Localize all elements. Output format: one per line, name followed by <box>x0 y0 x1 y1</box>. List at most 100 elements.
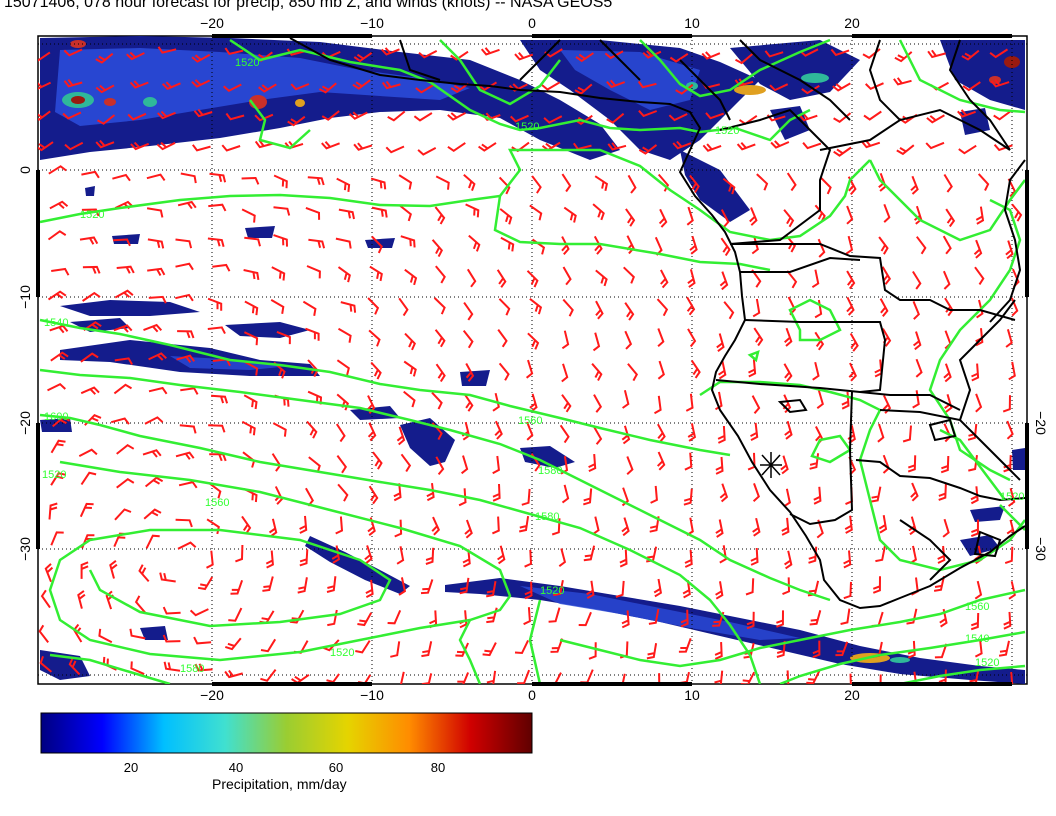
wind-barb <box>114 508 132 521</box>
wind-barb <box>906 608 918 625</box>
wind-barb <box>517 669 531 684</box>
wind-barb <box>337 327 352 343</box>
wind-barb <box>801 84 820 95</box>
wind-barb <box>498 298 511 316</box>
contour-1560 <box>39 368 831 602</box>
wind-barb <box>786 270 798 289</box>
wind-barb <box>157 46 177 54</box>
wind-barb <box>297 577 308 594</box>
wind-barb <box>637 80 657 89</box>
wind-barb <box>321 141 340 150</box>
wind-barb <box>113 324 133 333</box>
wind-barb <box>752 483 760 502</box>
wind-barb <box>116 265 135 274</box>
wind-barb <box>973 239 983 259</box>
wind-barb <box>38 110 51 121</box>
contour-label: 1520 <box>80 209 104 221</box>
wind-barb <box>458 488 467 507</box>
wind-barb <box>393 483 402 502</box>
wind-barb <box>715 519 724 538</box>
wind-barb <box>575 52 594 63</box>
lon-tick: 20 <box>844 15 860 31</box>
wind-barb <box>244 236 261 247</box>
wind-barb <box>337 266 351 283</box>
wind-barb <box>450 82 469 94</box>
wind-barb <box>926 114 945 124</box>
wind-barb <box>786 172 797 192</box>
wind-barb <box>1008 361 1016 381</box>
wind-barb <box>348 111 368 120</box>
wind-barb <box>925 141 945 150</box>
wind-barb <box>751 395 761 414</box>
wind-barb <box>207 297 223 311</box>
wind-barb <box>974 266 985 285</box>
wind-barb <box>586 580 595 599</box>
wind-barb <box>653 578 663 598</box>
wind-barb <box>714 642 723 660</box>
wind-barb <box>619 549 628 568</box>
wind-barb <box>720 237 731 257</box>
wind-barb <box>79 236 99 245</box>
wind-barb <box>878 236 889 255</box>
lat-ticks-right: −20 −30 <box>1033 411 1049 561</box>
wind-barb <box>689 174 700 194</box>
wind-barb <box>49 324 69 334</box>
wind-barb <box>910 175 919 195</box>
wind-barb <box>912 331 922 351</box>
wind-barb <box>844 515 853 534</box>
wind-barb <box>306 420 318 439</box>
wind-barb <box>1005 240 1014 260</box>
wind-barb <box>305 206 321 220</box>
wind-barb <box>658 208 668 228</box>
wind-barb <box>977 173 990 191</box>
wind-barb <box>621 425 631 445</box>
wind-barb <box>434 329 446 348</box>
lon-tick: 20 <box>844 687 860 703</box>
wind-barb <box>465 363 475 382</box>
wind-barb <box>499 208 513 225</box>
contour-label: 1540 <box>965 633 989 645</box>
wind-barb <box>672 140 692 150</box>
wind-barb <box>510 114 529 123</box>
wind-barb <box>364 545 373 564</box>
wind-barb <box>756 173 769 191</box>
wind-barb <box>764 50 784 58</box>
wind-barb <box>649 516 660 533</box>
wind-barb <box>607 142 627 151</box>
wind-barb <box>990 79 1010 88</box>
wind-barb <box>656 451 666 471</box>
wind-barb <box>687 423 697 442</box>
wind-barb <box>398 297 409 317</box>
lon-tick: −10 <box>360 15 384 31</box>
wind-barb <box>404 268 418 286</box>
wind-barb <box>336 455 348 474</box>
wind-barb <box>368 485 379 505</box>
wind-barb <box>830 48 850 57</box>
wind-barb <box>49 200 69 210</box>
wind-barb <box>970 519 979 538</box>
wind-barb <box>371 206 388 218</box>
wind-barb <box>718 360 727 380</box>
wind-barb <box>879 298 889 317</box>
wind-barb <box>561 363 569 383</box>
wind-barb <box>127 112 147 121</box>
lon-tick: 0 <box>528 15 536 31</box>
contour-label: 1520 <box>715 125 739 137</box>
contour-label: 1600 <box>44 411 68 423</box>
wind-barb <box>468 234 481 252</box>
wind-barb <box>912 270 922 290</box>
wind-barb <box>403 390 416 408</box>
wind-barb <box>813 486 822 505</box>
wind-barb <box>783 363 793 383</box>
wind-barb <box>321 110 340 121</box>
wind-barb <box>435 363 446 383</box>
wind-barb <box>678 638 692 653</box>
wind-barb <box>877 423 885 443</box>
wind-barb <box>404 332 416 351</box>
country-borders <box>599 39 1026 581</box>
wind-barb <box>79 502 94 518</box>
lon-tick: 10 <box>684 687 700 703</box>
contour-label: 1560 <box>518 415 542 427</box>
wind-barb <box>1008 488 1016 507</box>
wind-barb <box>290 83 310 91</box>
